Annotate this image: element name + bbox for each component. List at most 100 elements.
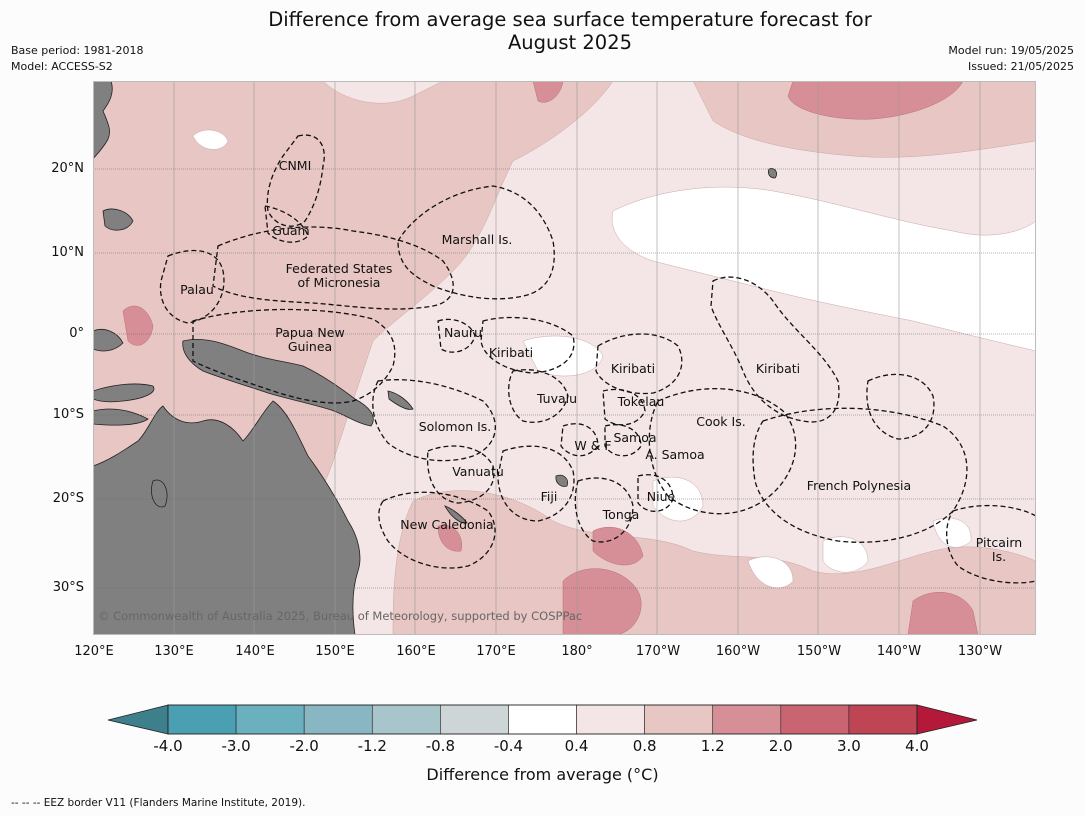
lat-label-10n: 10°N bbox=[51, 245, 84, 260]
solomon-islands-land bbox=[387, 390, 414, 410]
indonesia-islands-1 bbox=[93, 328, 124, 352]
label-niue: Niue bbox=[647, 489, 676, 504]
colorbar-tick-label: 2.0 bbox=[769, 737, 793, 755]
title-line-1: Difference from average sea surface temp… bbox=[268, 8, 872, 31]
label-pitcairn-line1: Pitcairn bbox=[976, 535, 1022, 550]
label-cook: Cook Is. bbox=[696, 414, 745, 429]
label-fsm-line1: Federated States bbox=[286, 261, 393, 276]
near-normal-north-central bbox=[611, 186, 1036, 352]
colorbar-segment bbox=[644, 704, 714, 735]
title-line-2: August 2025 bbox=[507, 31, 633, 54]
colorbar-left-extension bbox=[107, 704, 169, 735]
model-name: Model: ACCESS-S2 bbox=[11, 60, 113, 73]
label-vanuatu: Vanuatu bbox=[452, 464, 504, 479]
colorbar-segment bbox=[440, 704, 509, 735]
colorbar-label: Difference from average (°C) bbox=[426, 765, 659, 784]
colorbar-tick-label: 1.2 bbox=[701, 737, 725, 755]
label-american-samoa: A. Samoa bbox=[645, 447, 704, 462]
colorbar-segment bbox=[576, 704, 645, 735]
anomaly-1.2-2.0-north-east bbox=[787, 81, 964, 120]
colorbar-segments bbox=[167, 704, 918, 735]
near-normal-east bbox=[822, 536, 869, 573]
label-png-line2: Guinea bbox=[288, 339, 332, 354]
lon-label-130w: 130°W bbox=[957, 644, 1003, 659]
lat-label-20s: 20°S bbox=[52, 491, 84, 506]
label-fsm-line2: of Micronesia bbox=[298, 275, 381, 290]
label-marshall: Marshall Is. bbox=[442, 232, 513, 247]
label-kiribati-3: Kiribati bbox=[756, 361, 800, 376]
eez-french-polynesia bbox=[752, 407, 968, 543]
colorbar-segment bbox=[848, 704, 918, 735]
lat-label-0: 0° bbox=[69, 326, 84, 341]
label-nauru: Nauru bbox=[444, 325, 482, 340]
anomaly-1.2-2.0-south-1 bbox=[562, 568, 642, 635]
eez-cook bbox=[648, 388, 797, 515]
anomaly-1.2-2.0-south-2 bbox=[592, 526, 644, 566]
label-pitcairn-line2: Is. bbox=[992, 549, 1006, 564]
eez-tonga bbox=[574, 477, 634, 543]
eez-vanuatu bbox=[426, 445, 495, 504]
eez-kiribati-gilbert bbox=[480, 316, 575, 374]
eez-new-caledonia bbox=[378, 491, 496, 569]
eez-tuvalu bbox=[508, 369, 569, 423]
colorbar-tick-label: -0.4 bbox=[494, 737, 523, 755]
philippines-south bbox=[102, 208, 134, 231]
label-tokelau: Tokelau bbox=[617, 394, 665, 409]
eez-east-kiribati bbox=[866, 373, 935, 440]
anomaly-1.2-2.0-south-3 bbox=[907, 592, 979, 635]
label-new-caledonia: New Caledonia bbox=[400, 517, 493, 532]
lat-label-10s: 10°S bbox=[52, 407, 84, 422]
colorbar-tick-label: -0.8 bbox=[426, 737, 455, 755]
colorbar-right-extension bbox=[916, 704, 978, 735]
label-solomon: Solomon Is. bbox=[419, 419, 492, 434]
philippines-islands bbox=[93, 81, 113, 160]
tasmania-part bbox=[151, 479, 168, 508]
label-kiribati-1: Kiribati bbox=[489, 345, 533, 360]
map-svg: CNMI Guam Marshall Is. Federated States … bbox=[93, 81, 1036, 635]
eez-borders bbox=[159, 134, 1036, 584]
colorbar-tick-label: -3.0 bbox=[221, 737, 250, 755]
colorbar-tick-label: 3.0 bbox=[837, 737, 861, 755]
colorbar-segment bbox=[780, 704, 850, 735]
near-normal-central bbox=[522, 335, 604, 377]
fiji-land bbox=[555, 474, 569, 487]
colorbar-ticks: -4.0 -3.0 -2.0 -1.2 -0.8 -0.4 0.4 0.8 1.2 2.0 3.0 4… bbox=[153, 737, 929, 755]
lon-label-130e: 130°E bbox=[154, 644, 194, 659]
lon-label-140w: 140°W bbox=[876, 644, 922, 659]
label-cnmi: CNMI bbox=[279, 158, 312, 173]
colorbar-segment bbox=[303, 704, 373, 735]
meta-left: Base period: 1981-2018 Model: ACCESS-S2 bbox=[11, 43, 143, 75]
lat-label-20n: 20°N bbox=[51, 161, 84, 176]
label-palau: Palau bbox=[180, 282, 214, 297]
eez-guam bbox=[264, 205, 309, 243]
colorbar-tick-label: 0.8 bbox=[633, 737, 657, 755]
colorbar-tick-label: -1.2 bbox=[358, 737, 387, 755]
new-caledonia-land bbox=[444, 505, 468, 524]
eez-kiribati-phoenix bbox=[595, 333, 683, 395]
colorbar-segment bbox=[167, 704, 237, 735]
lat-label-30s: 30°S bbox=[52, 580, 84, 595]
eez-samoa bbox=[604, 424, 642, 457]
label-samoa: Samoa bbox=[613, 430, 656, 445]
copyright-notice: © Commonwealth of Australia 2025, Bureau… bbox=[98, 609, 583, 623]
eez-marshall bbox=[397, 185, 555, 300]
anomaly-0.8-1.2-south bbox=[392, 490, 1036, 635]
lon-label-170e: 170°E bbox=[476, 644, 516, 659]
map-title: Difference from average sea surface temp… bbox=[170, 8, 970, 54]
eez-fsm bbox=[212, 226, 454, 310]
graticule-meridians bbox=[173, 81, 981, 635]
lon-label-120e: 120°E bbox=[74, 644, 114, 659]
colorbar-segment bbox=[371, 704, 441, 735]
colorbar-tick-label: -2.0 bbox=[290, 737, 319, 755]
colorbar-tick-label: 0.4 bbox=[565, 737, 589, 755]
label-kiribati-2: Kiribati bbox=[611, 361, 655, 376]
colorbar-segment bbox=[508, 704, 577, 735]
anomaly-1.2-2.0-west bbox=[122, 305, 154, 346]
lon-label-150w: 150°W bbox=[796, 644, 842, 659]
lon-label-160w: 160°W bbox=[715, 644, 761, 659]
eez-source-footnote: -- -- -- EEZ border V11 (Flanders Marine… bbox=[11, 797, 306, 809]
australia-landmass bbox=[93, 400, 361, 635]
label-wallis-futuna: W & F bbox=[574, 438, 611, 453]
indonesia-islands-3 bbox=[93, 408, 149, 426]
sst-anomaly-map: CNMI Guam Marshall Is. Federated States … bbox=[93, 81, 1036, 635]
